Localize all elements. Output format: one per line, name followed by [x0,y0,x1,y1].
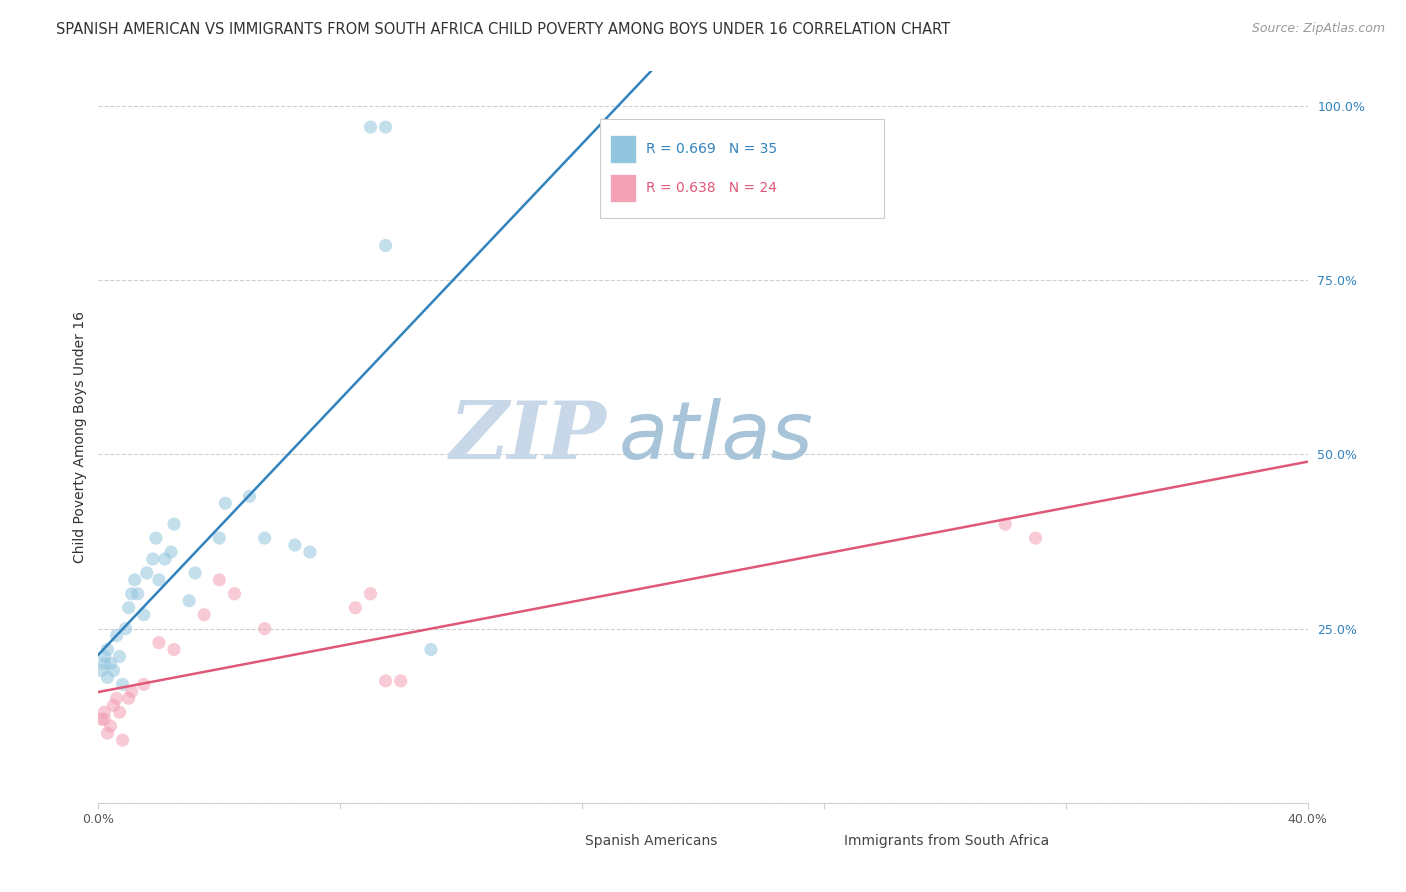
Point [93,712,115,726]
Point [160,545,183,559]
FancyBboxPatch shape [600,119,884,218]
Text: Spanish Americans: Spanish Americans [585,834,717,847]
Point [163,642,186,657]
Point [148,573,170,587]
Point [145,531,167,545]
Bar [558,832,578,850]
Point [208,573,231,587]
Point [118,600,141,615]
Point [253,531,276,545]
Point [284,538,307,552]
Point [105,629,128,643]
Text: SPANISH AMERICAN VS IMMIGRANTS FROM SOUTH AFRICA CHILD POVERTY AMONG BOYS UNDER : SPANISH AMERICAN VS IMMIGRANTS FROM SOUT… [56,22,950,37]
Point [108,649,131,664]
Point [193,607,215,622]
Point [374,120,396,134]
Point [135,566,157,580]
Point [93,705,115,719]
Point [153,552,176,566]
Point [111,733,134,747]
Text: atlas: atlas [619,398,813,476]
Point [118,691,141,706]
Text: Source: ZipAtlas.com: Source: ZipAtlas.com [1251,22,1385,36]
Point [132,607,155,622]
Point [179,594,201,608]
Point [224,587,246,601]
Point [96,726,118,740]
Point [214,496,236,510]
Point [121,684,143,698]
Point [253,622,276,636]
Point [1024,531,1046,545]
Point [163,517,186,532]
Point [100,657,122,671]
Text: R = 0.669   N = 35: R = 0.669 N = 35 [647,142,778,156]
Point [93,657,115,671]
Point [90,712,112,726]
Point [108,705,131,719]
Point [420,642,443,657]
Point [111,677,134,691]
Point [374,238,396,252]
Text: R = 0.638   N = 24: R = 0.638 N = 24 [647,181,778,194]
Bar [610,135,637,163]
Point [124,573,146,587]
Point [208,531,231,545]
Point [90,664,112,678]
Point [360,120,382,134]
Point [93,649,115,664]
Y-axis label: Child Poverty Among Boys Under 16: Child Poverty Among Boys Under 16 [73,311,87,563]
Bar [610,174,637,202]
Point [389,673,412,688]
Point [148,635,170,649]
Point [96,670,118,684]
Point [103,698,125,713]
Point [114,622,136,636]
Point [142,552,165,566]
Point [239,489,262,503]
Point [96,642,118,657]
Point [299,545,322,559]
Point [344,600,367,615]
Point [994,517,1017,532]
Point [121,587,143,601]
Point [360,587,382,601]
Point [103,664,125,678]
Point [127,587,149,601]
Point [132,677,155,691]
Point [105,691,128,706]
Point [184,566,207,580]
Point [100,719,122,733]
Point [374,673,396,688]
Text: Immigrants from South Africa: Immigrants from South Africa [845,834,1050,847]
Bar [818,832,837,850]
Text: ZIP: ZIP [450,399,606,475]
